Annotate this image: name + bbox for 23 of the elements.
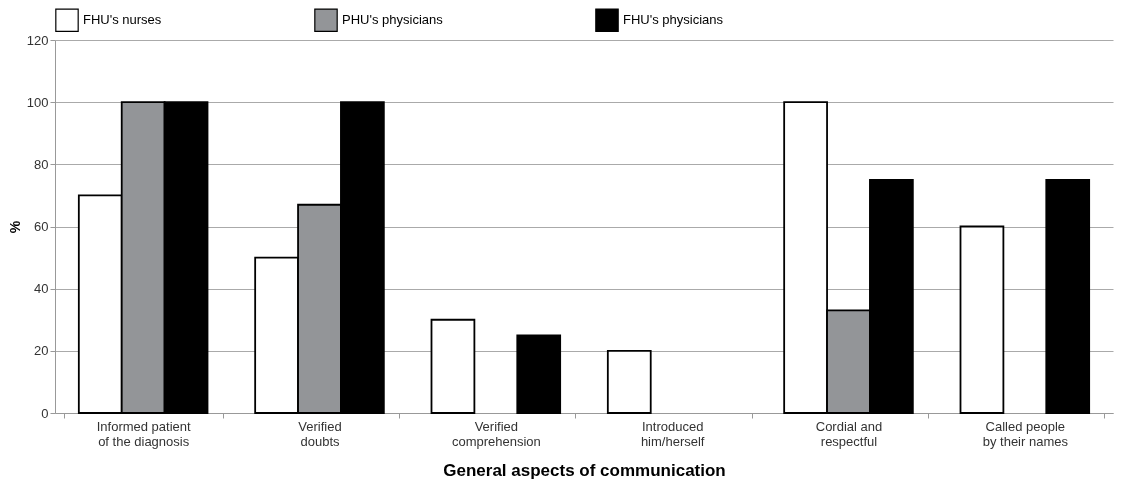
- legend-label: FHU's nurses: [83, 12, 162, 28]
- legend-label: PHU's physicians: [342, 12, 444, 28]
- x-tick-label: Called people by their names: [982, 418, 1069, 449]
- x-tick-label: Cordial and respectful: [815, 418, 883, 449]
- y-tick-label: 120: [26, 32, 49, 48]
- legend-label: FHU's physicians: [623, 12, 724, 28]
- y-tick-label: 0: [41, 405, 49, 421]
- x-axis-title: General aspects of communication: [443, 460, 726, 480]
- y-tick-label: 60: [34, 219, 49, 234]
- x-tick-label: Introduced him/herself: [640, 418, 705, 449]
- y-tick-label: 80: [34, 156, 49, 172]
- y-axis-title: %: [6, 220, 23, 234]
- bar: [606, 349, 652, 414]
- bar: [1045, 178, 1091, 414]
- x-tick-label: Verified doubts: [298, 418, 342, 449]
- x-tick-label: Informed patient of the diagnosis: [96, 418, 192, 449]
- y-tick-label: 100: [26, 94, 49, 110]
- bar: [430, 318, 476, 414]
- bar: [959, 225, 1005, 414]
- bar: [516, 334, 562, 414]
- y-tick-label: 40: [34, 281, 49, 297]
- x-tick-label: Verified comprehension: [451, 418, 541, 449]
- y-tick-label: 20: [34, 343, 49, 359]
